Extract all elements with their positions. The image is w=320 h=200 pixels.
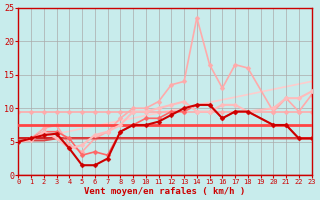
- X-axis label: Vent moyen/en rafales ( km/h ): Vent moyen/en rafales ( km/h ): [84, 187, 245, 196]
